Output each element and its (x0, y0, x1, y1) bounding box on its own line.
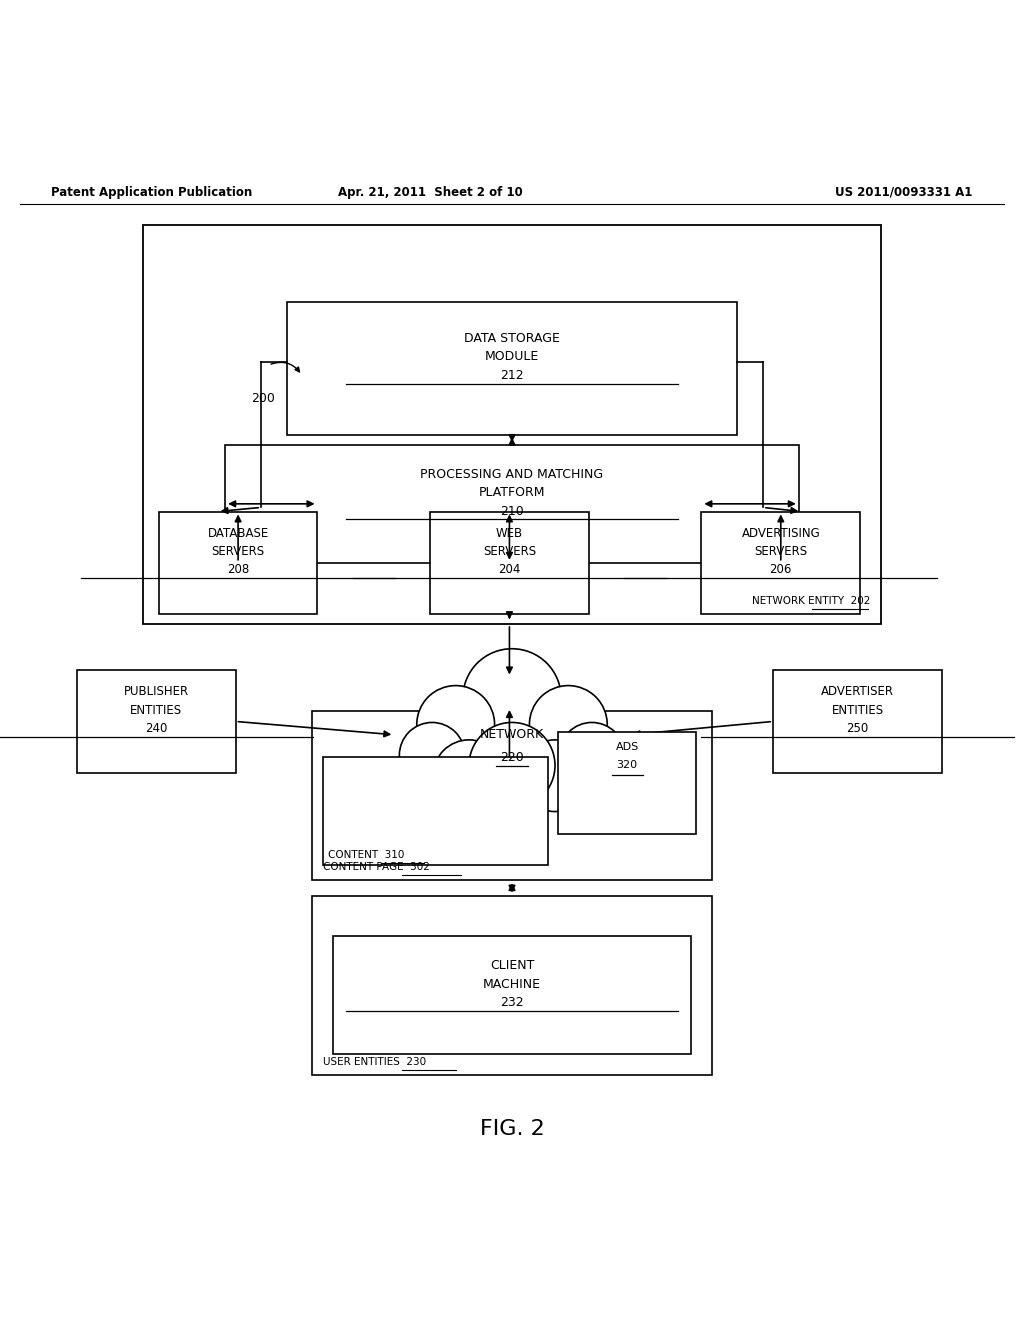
Text: NETWORK: NETWORK (480, 729, 544, 742)
Text: ENTITIES: ENTITIES (831, 704, 884, 717)
Text: 208: 208 (227, 564, 249, 577)
FancyBboxPatch shape (143, 224, 881, 624)
FancyBboxPatch shape (333, 936, 691, 1055)
Text: Patent Application Publication: Patent Application Publication (51, 186, 253, 198)
FancyBboxPatch shape (701, 512, 860, 614)
Text: 210: 210 (500, 504, 524, 517)
FancyBboxPatch shape (773, 671, 942, 772)
Text: US 2011/0093331 A1: US 2011/0093331 A1 (836, 186, 973, 198)
Text: FIG. 2: FIG. 2 (479, 1119, 545, 1139)
Text: MODULE: MODULE (485, 350, 539, 363)
Text: 232: 232 (500, 997, 524, 1008)
Text: CONTENT  310: CONTENT 310 (328, 850, 404, 859)
FancyBboxPatch shape (558, 731, 696, 834)
Circle shape (519, 741, 591, 812)
Text: CONTENT PAGE  302: CONTENT PAGE 302 (323, 862, 429, 873)
Circle shape (417, 685, 495, 763)
Text: PLATFORM: PLATFORM (479, 486, 545, 499)
FancyBboxPatch shape (225, 445, 799, 562)
Text: NETWORK ENTITY  202: NETWORK ENTITY 202 (752, 595, 870, 606)
FancyBboxPatch shape (159, 512, 317, 614)
Text: USER ENTITIES  230: USER ENTITIES 230 (323, 1056, 426, 1067)
FancyBboxPatch shape (77, 671, 236, 772)
Circle shape (433, 741, 505, 812)
Circle shape (559, 722, 625, 788)
Text: 200: 200 (251, 392, 274, 405)
Text: ADVERTISING: ADVERTISING (741, 527, 820, 540)
Text: DATA STORAGE: DATA STORAGE (464, 331, 560, 345)
Text: ENTITIES: ENTITIES (130, 704, 182, 717)
Text: 206: 206 (770, 564, 792, 577)
Text: 320: 320 (616, 760, 638, 771)
Text: PUBLISHER: PUBLISHER (124, 685, 188, 698)
Text: WEB: WEB (496, 527, 523, 540)
Text: Apr. 21, 2011  Sheet 2 of 10: Apr. 21, 2011 Sheet 2 of 10 (338, 186, 522, 198)
Text: 212: 212 (500, 368, 524, 381)
Circle shape (529, 685, 607, 763)
FancyBboxPatch shape (312, 895, 712, 1074)
FancyBboxPatch shape (323, 758, 548, 865)
Circle shape (399, 722, 465, 788)
Text: ADVERTISER: ADVERTISER (821, 685, 894, 698)
Circle shape (469, 722, 555, 808)
Text: SERVERS: SERVERS (755, 545, 807, 558)
Text: ADS: ADS (615, 742, 639, 752)
Text: PROCESSING AND MATCHING: PROCESSING AND MATCHING (421, 467, 603, 480)
FancyBboxPatch shape (430, 512, 589, 614)
Text: MACHINE: MACHINE (483, 978, 541, 990)
Text: SERVERS: SERVERS (483, 545, 536, 558)
FancyBboxPatch shape (312, 711, 712, 880)
Circle shape (463, 648, 561, 747)
Text: SERVERS: SERVERS (212, 545, 264, 558)
Text: 220: 220 (500, 751, 524, 764)
Text: CLIENT: CLIENT (489, 960, 535, 972)
Text: 204: 204 (499, 564, 520, 577)
FancyBboxPatch shape (287, 301, 737, 434)
Text: 240: 240 (145, 722, 167, 735)
Text: DATABASE: DATABASE (208, 527, 268, 540)
Text: 250: 250 (847, 722, 868, 735)
